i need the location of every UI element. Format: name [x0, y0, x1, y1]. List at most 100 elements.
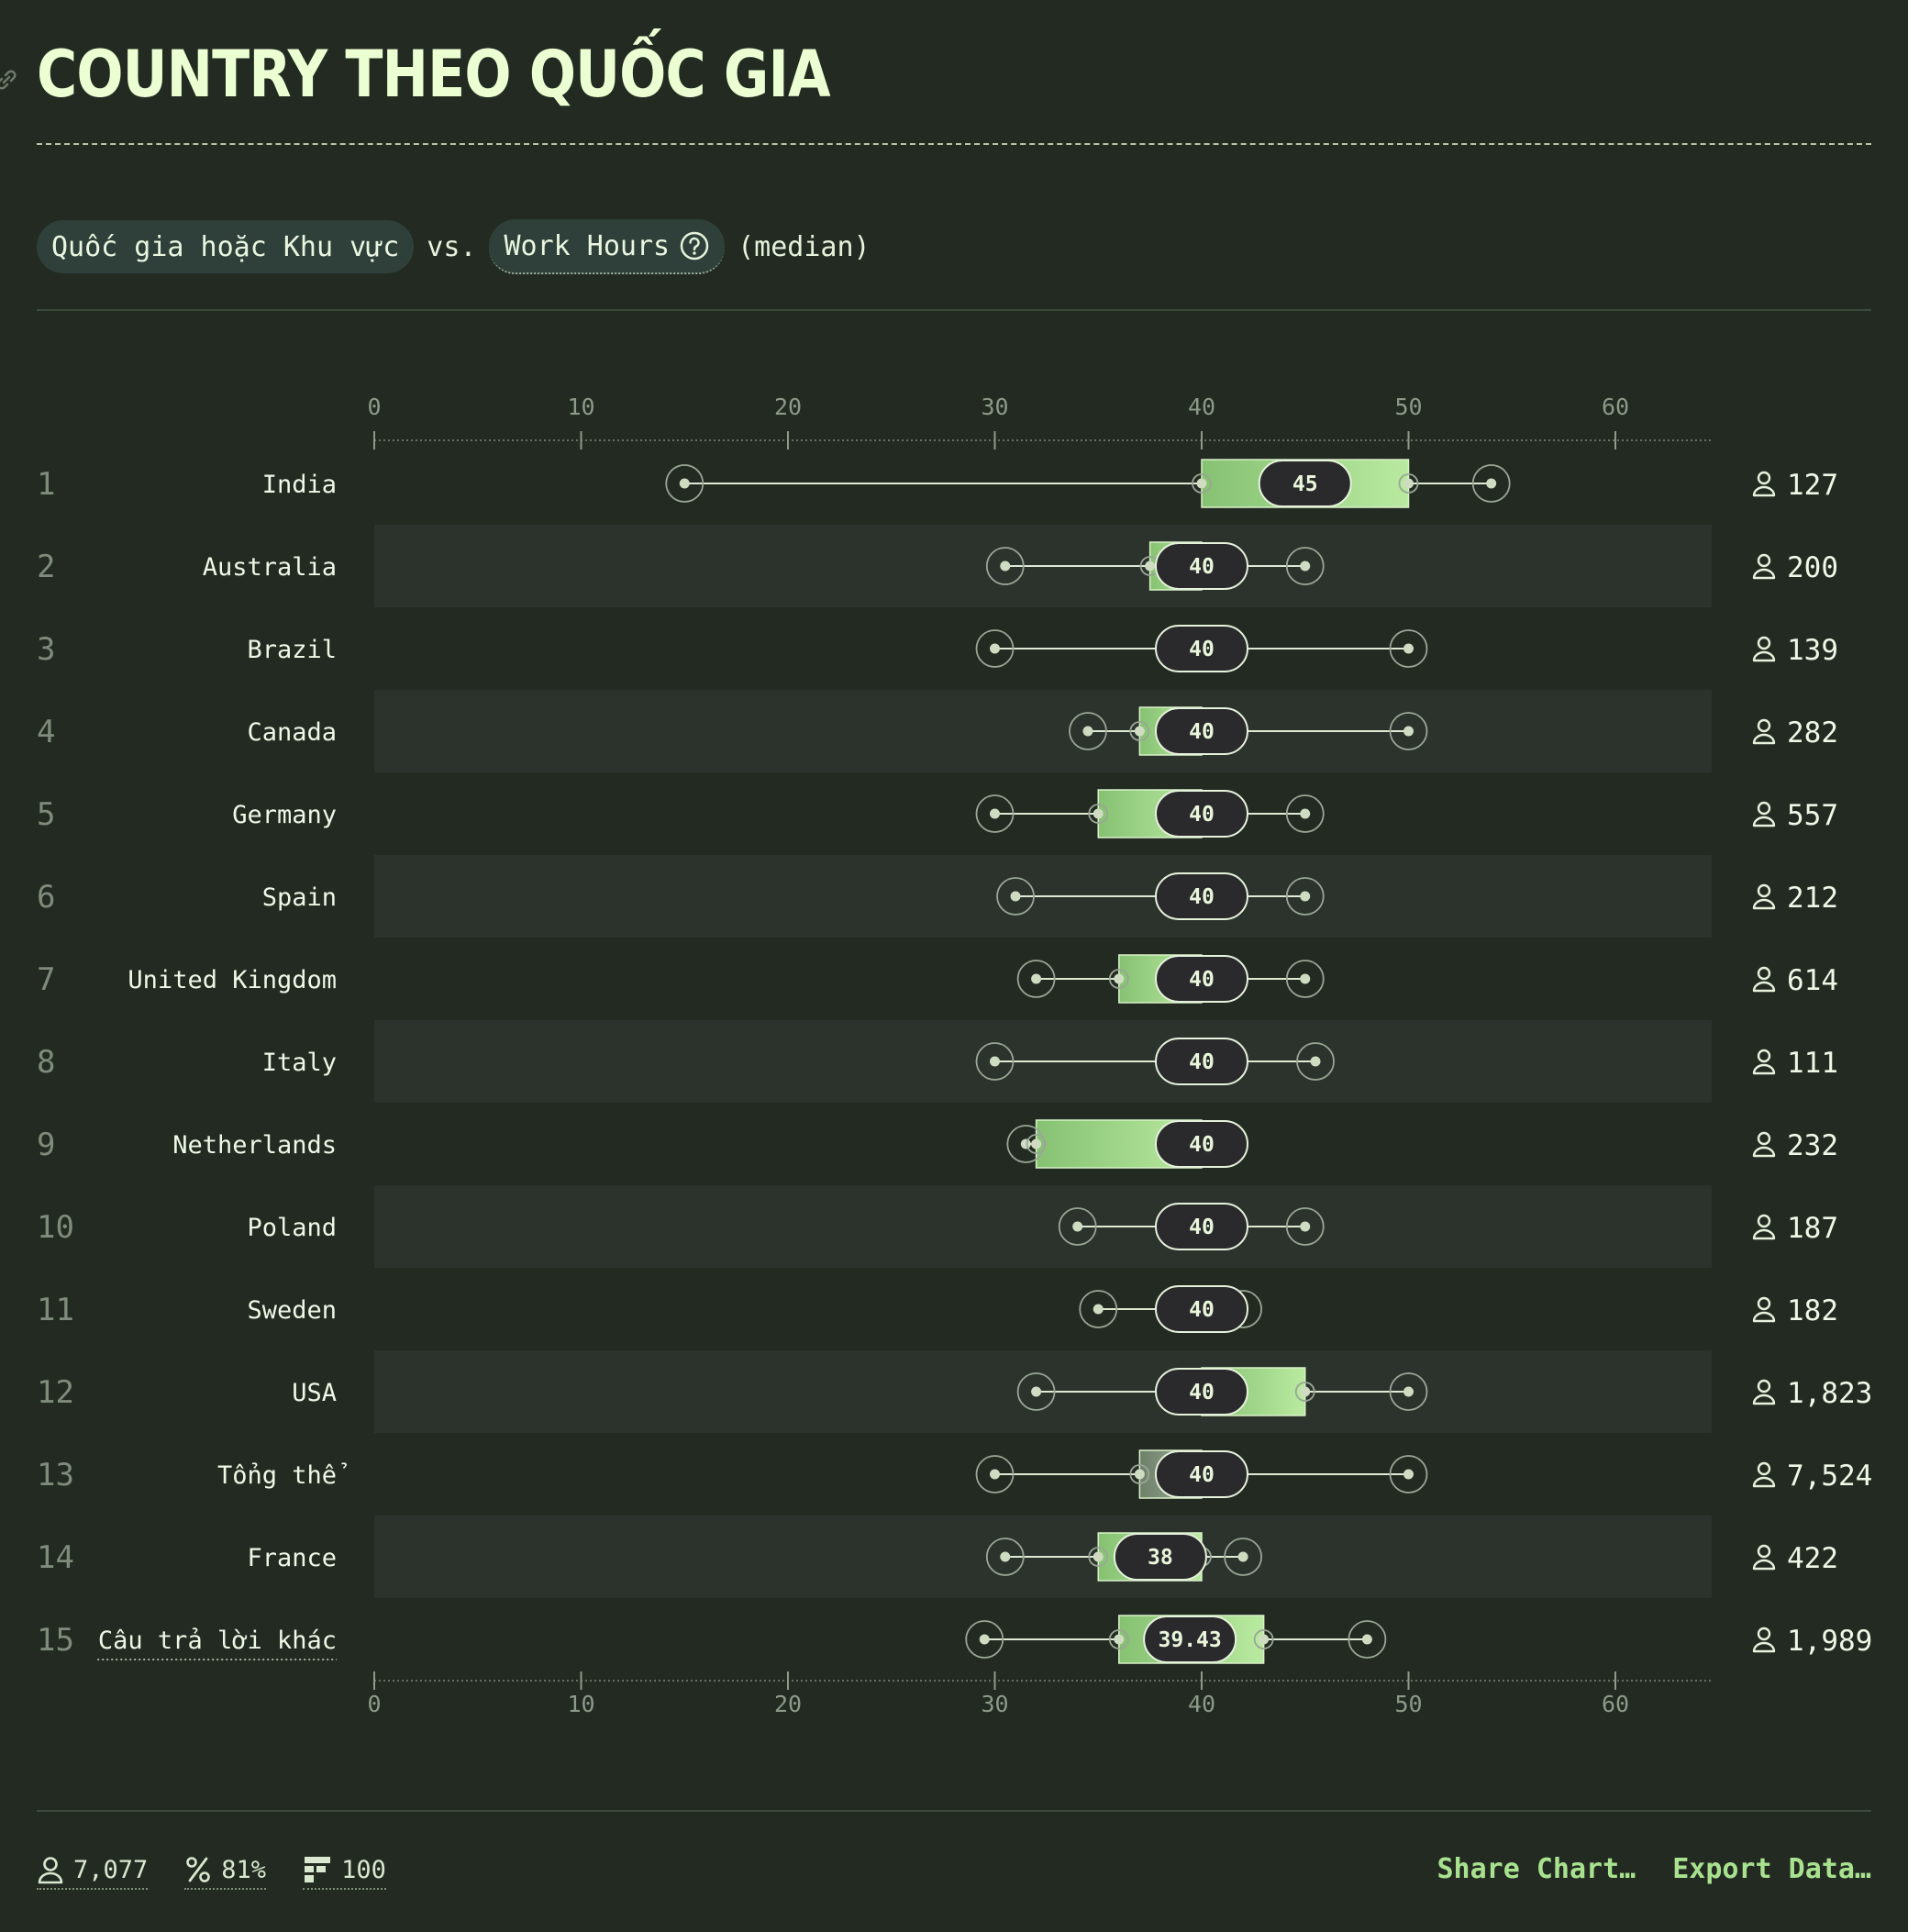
respondents-stat[interactable]: 7,077: [37, 1855, 149, 1890]
bottom-axis-tick-label: 60: [1602, 1691, 1629, 1717]
row-count: 111: [1787, 1047, 1838, 1080]
median-label: 40: [1189, 885, 1215, 909]
row-count: 139: [1787, 634, 1838, 667]
whisker-max-marker-dot: [1486, 478, 1497, 489]
row-count: 187: [1787, 1212, 1838, 1245]
person-icon: [1752, 471, 1776, 497]
median-label: 40: [1189, 638, 1215, 661]
row-rank: 2: [37, 549, 55, 585]
whisker-min-marker-dot: [1000, 1551, 1011, 1562]
row-count: 182: [1787, 1294, 1838, 1327]
person-icon: [38, 1857, 63, 1884]
person-icon: [1752, 553, 1776, 580]
category-variable-pill[interactable]: Quốc gia hoặc Khu vực: [37, 220, 415, 273]
footer-actions: Share Chart… Export Data…: [1437, 1853, 1872, 1885]
row-count: 422: [1787, 1542, 1838, 1575]
bins-value: 100: [341, 1855, 386, 1884]
boxplot-row: 10 Poland 40 187: [37, 1203, 1838, 1250]
whisker-max-marker-dot: [1403, 726, 1414, 737]
q1-marker: [1108, 1629, 1129, 1649]
boxplot-row: 4 Canada 40 282: [37, 706, 1838, 756]
median-pill: [1143, 1616, 1237, 1663]
bottom-axis-tick-label: 20: [774, 1691, 802, 1717]
person-icon: [1752, 636, 1776, 662]
q3-marker-dot: [1403, 478, 1414, 489]
whisker-min-marker: [1058, 1207, 1097, 1246]
q1-marker: [1026, 1134, 1047, 1154]
person-icon: [1752, 1627, 1776, 1653]
row-count: 200: [1787, 551, 1838, 584]
top-axis-tick-label: 20: [774, 394, 802, 420]
whisker-max-marker: [1285, 960, 1325, 998]
whisker-max-marker-dot: [1300, 1221, 1311, 1232]
row-label: Brazil: [247, 636, 337, 664]
row-label: France: [247, 1544, 337, 1572]
bins-stat[interactable]: 100: [303, 1855, 386, 1890]
median-pill: [1155, 1450, 1248, 1498]
row-rank: 14: [37, 1539, 74, 1576]
bottom-axis-tick-label: 30: [981, 1691, 1008, 1717]
row-label: Netherlands: [172, 1131, 337, 1160]
value-variable-pill[interactable]: Work Hours: [489, 219, 726, 274]
median-pill: [1155, 1120, 1248, 1168]
person-icon: [1752, 966, 1776, 993]
person-icon: [1752, 1049, 1776, 1075]
whisker-max-marker-dot: [1237, 1551, 1248, 1562]
person-icon: [1752, 1296, 1776, 1323]
share-chart-button[interactable]: Share Chart…: [1437, 1853, 1636, 1885]
row-count: 127: [1787, 469, 1838, 502]
vs-label: vs.: [427, 230, 477, 263]
median-pill: [1155, 1203, 1248, 1250]
row-label: Australia: [203, 553, 337, 582]
boxplot-row: 8 Italy 40 111: [37, 1038, 1838, 1085]
q1-marker-dot: [1145, 561, 1156, 572]
whisker-min-marker: [975, 1455, 1015, 1493]
export-data-button[interactable]: Export Data…: [1672, 1853, 1871, 1885]
row-label: Tổng thể: [217, 1461, 347, 1490]
whisker-max-marker-dot: [1403, 1386, 1414, 1397]
whisker-min-marker-dot: [679, 478, 690, 489]
q1-marker-dot: [1031, 1138, 1042, 1149]
row-count: 1,823: [1787, 1377, 1872, 1410]
person-icon: [1752, 1131, 1776, 1158]
boxplot-row: 1 India 45 127: [37, 459, 1838, 508]
percent-stat[interactable]: 81%: [184, 1855, 267, 1890]
boxplot-row: 11 Sweden 40 182: [37, 1285, 1838, 1333]
boxplot-row: 9 Netherlands 40 232: [37, 1119, 1838, 1169]
whisker-max-marker-dot: [1300, 891, 1311, 902]
footer-divider: [37, 1810, 1871, 1812]
top-axis-tick-label: 40: [1188, 394, 1215, 420]
q1-marker: [1088, 804, 1109, 824]
median-pill: [1258, 460, 1352, 507]
row-count: 7,524: [1787, 1460, 1872, 1493]
whisker-max-marker-dot: [1403, 1469, 1414, 1480]
person-icon: [1752, 801, 1776, 827]
chart-subtitle: Quốc gia hoặc Khu vực vs. Work Hours (me…: [37, 219, 871, 274]
median-pill: [1155, 542, 1248, 590]
whisker-max-marker: [1285, 877, 1325, 916]
row-label: Spain: [262, 883, 337, 912]
row-rank: 10: [37, 1209, 74, 1246]
question-circle-icon[interactable]: [679, 230, 710, 261]
q1-marker: [1129, 1464, 1150, 1484]
whisker-min-marker: [985, 1538, 1025, 1576]
respondents-value: 7,077: [73, 1855, 149, 1884]
q1-marker: [1108, 969, 1129, 989]
whisker-max-marker: [1348, 1620, 1387, 1659]
bottom-axis-tick-label: 50: [1394, 1691, 1422, 1717]
whisker-max-marker: [1296, 1042, 1335, 1081]
whisker-max-marker: [1389, 1455, 1428, 1493]
whisker-min-marker-dot: [1020, 1138, 1031, 1149]
row-label: United Kingdom: [128, 966, 337, 994]
bottom-axis-tick-label: 0: [367, 1691, 381, 1717]
whisker-max-marker-dot: [1300, 808, 1311, 819]
top-axis-tick-label: 50: [1394, 394, 1422, 420]
bottom-axis-tick-label: 10: [567, 1691, 594, 1717]
top-axis-tick-label: 0: [367, 394, 381, 420]
boxplot-row: 14 France 38 422: [37, 1532, 1838, 1582]
boxplot-row: 12 USA 40 1,823: [37, 1367, 1872, 1416]
row-count: 282: [1787, 716, 1838, 749]
link-icon[interactable]: [0, 68, 18, 92]
boxplot-row: 13 Tổng thể 40 7,524: [37, 1449, 1872, 1499]
